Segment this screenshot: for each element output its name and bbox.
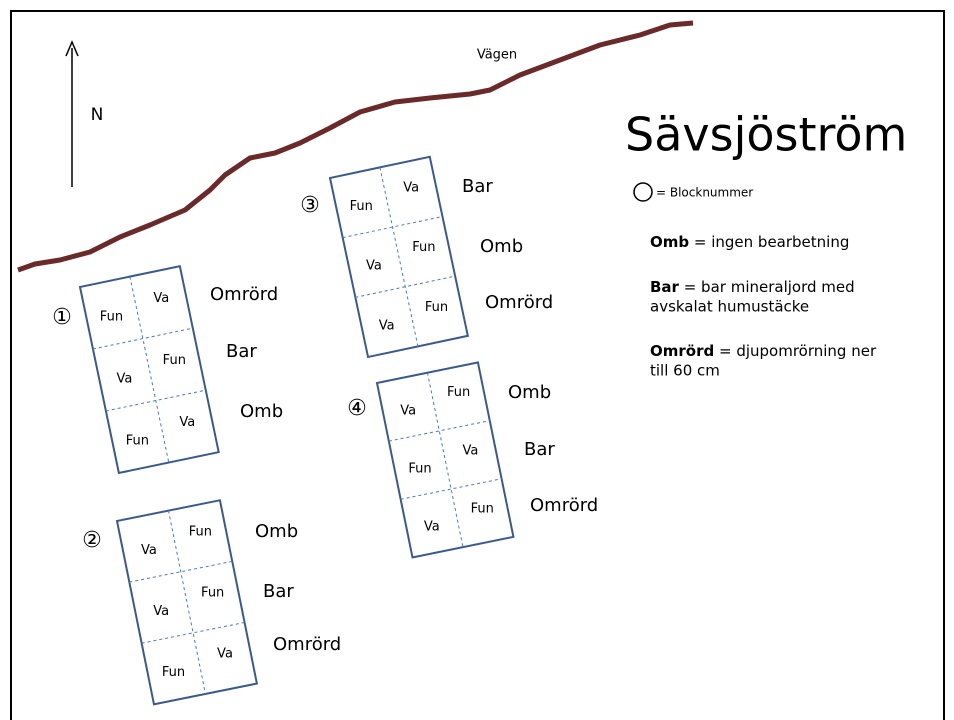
cell-divider [400, 478, 502, 500]
block: Fun Va Va Fun Va Fun [328, 155, 470, 359]
cell-label: Fun [162, 665, 185, 680]
block: Va Fun Va Fun Fun Va [115, 499, 259, 706]
cell-label: Va [400, 403, 416, 418]
legend-item: Omb = ingen bearbetning [650, 233, 849, 251]
legend-circle [633, 182, 653, 202]
legend-block-number: = Blocknummer [656, 186, 753, 200]
cell-divider [388, 420, 490, 442]
legend-text-cont: avskalat humustäcke [650, 298, 809, 316]
legend-term: Bar [650, 278, 680, 296]
legend-text-cont: till 60 cm [650, 362, 720, 380]
block-outline [78, 264, 220, 475]
cell-label: Fun [471, 501, 494, 516]
cell-divider [92, 327, 193, 350]
cell-divider [105, 389, 206, 412]
cell-label: Fun [408, 462, 431, 477]
road [17, 20, 694, 273]
block-outline [328, 155, 470, 359]
legend-term: Omrörd [650, 342, 714, 360]
north-arrowhead [65, 40, 79, 57]
legend-item: Omrörd = djupomrörning ner [650, 342, 877, 360]
cell-divider [167, 510, 206, 695]
row-label: Omrörd [485, 292, 553, 313]
cell-label: Va [141, 543, 157, 558]
cell-label: Va [217, 647, 233, 662]
cell-label: Fun [412, 240, 435, 255]
block: Fun Va Va Fun Fun Va [78, 264, 220, 475]
block-number: ④ [347, 396, 367, 421]
legend-text: = bar mineraljord med [679, 278, 855, 296]
cell-label: Va [379, 318, 395, 333]
frame [10, 10, 945, 720]
cell-label: Va [153, 291, 169, 306]
row-label: Omrörd [273, 634, 341, 655]
block-number: ② [82, 528, 102, 553]
row-label: Bar [462, 176, 493, 197]
cell-label: Va [463, 443, 479, 458]
cell-divider [129, 276, 170, 463]
row-label: Omrörd [530, 495, 598, 516]
cell-label: Fun [201, 586, 224, 601]
block-number: ③ [300, 193, 320, 218]
row-label: Omrörd [210, 284, 278, 305]
cell-label: Va [116, 371, 132, 386]
legend-item: Bar = bar mineraljord med [650, 278, 855, 296]
cell-label: Fun [100, 309, 123, 324]
row-label: Omb [508, 382, 551, 403]
row-label: Bar [524, 439, 555, 460]
cell-label: Fun [350, 199, 373, 214]
road-label: Vägen [477, 48, 517, 63]
legend: Omb = ingen bearbetning Bar = bar mineral… [650, 233, 877, 380]
legend-term: Omb [650, 233, 689, 251]
cell-label: Fun [447, 385, 470, 400]
cell-label: Fun [189, 524, 212, 539]
block-outline [115, 499, 259, 706]
block: Va Fun Fun Va Va Fun [375, 361, 515, 559]
block-outline [375, 361, 515, 559]
cell-label: Va [179, 415, 195, 430]
cell-label: Va [403, 180, 419, 195]
row-label: Bar [263, 581, 294, 602]
cell-label: Fun [126, 433, 149, 448]
cell-divider [141, 621, 245, 644]
cell-label: Fun [163, 353, 186, 368]
block-number: ① [52, 305, 72, 330]
legend-text: = djupomrörning ner [714, 342, 877, 360]
row-label: Omb [255, 521, 298, 542]
title: Sävsjöström [625, 108, 907, 162]
cell-label: Fun [425, 300, 448, 315]
north-label: N [91, 105, 104, 125]
cell-label: Va [366, 259, 382, 274]
row-label: Bar [226, 341, 257, 362]
row-label: Omb [240, 401, 283, 422]
row-label: Omb [480, 236, 523, 257]
cell-label: Va [424, 520, 440, 535]
legend-text: = ingen bearbetning [689, 233, 849, 251]
cell-label: Va [153, 604, 169, 619]
cell-divider [379, 167, 419, 347]
